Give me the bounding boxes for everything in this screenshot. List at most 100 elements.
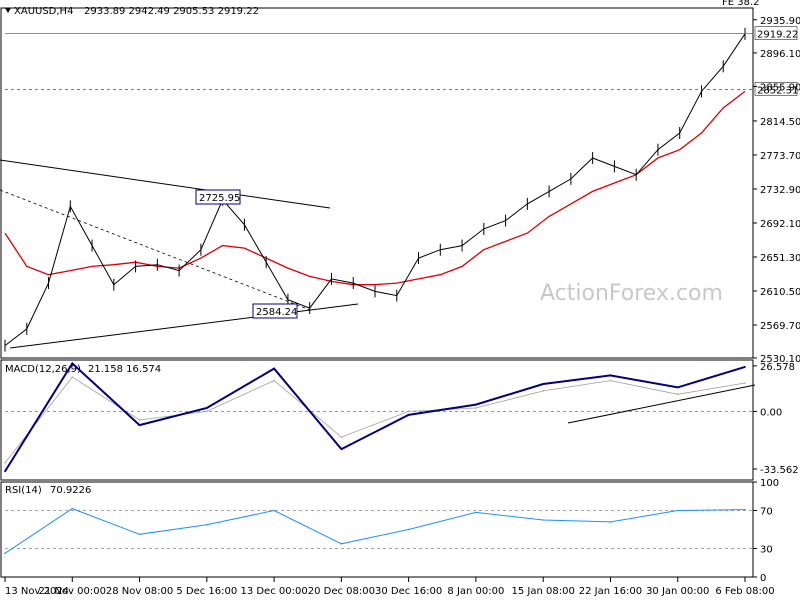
price-axis-label: 2530.10 [760,354,800,365]
chart-header: XAUUSD,H4 2933.89 2942.49 2905.53 2919.2… [5,6,259,17]
current-price-label-text: 2919.22 [757,30,798,41]
rsi-point [407,528,410,531]
macd-signal-line-point [542,390,544,392]
macd-axis-label: -33.562 [760,465,799,476]
corner-label: FE 38.2 [722,0,760,8]
time-axis-label: 8 Jan 00:00 [447,586,504,597]
rsi-axis: 100 70 30 0 [753,478,779,584]
current-price-label: 2919.22 [754,26,798,41]
upper-trendline [0,159,331,209]
rsi-point [71,507,74,510]
price-layer: 2919.22 2852.31 2725.95 2584.24 [0,26,798,352]
price-axis-label: 2732.90 [760,185,800,196]
price-axis-label: 2855.90 [760,82,800,93]
triangle-down-icon[interactable] [5,8,11,13]
macd-line-point [340,448,343,450]
price-axis-label: 2692.10 [760,219,800,230]
price-axis-label: 2651.30 [760,253,800,264]
macd-signal-line-point [340,436,343,438]
watermark: ActionForex.com [540,281,723,306]
rsi-panel [0,481,754,578]
macd-line-point [71,362,74,365]
dashed-trendline [0,189,311,311]
price-axis-label: 2773.70 [760,151,800,162]
macd-axis-label: 0.00 [760,407,782,418]
annotation-high-box [195,189,241,205]
macd-axis-label: 26.578 [760,362,795,373]
macd-line-point [138,424,141,426]
rsi-point [138,533,141,536]
macd-line-point [4,470,6,473]
support-level-label-box [754,82,798,96]
symbol-label: XAUUSD,H4 [14,6,73,17]
macd-signal-line-point [273,379,275,382]
macd-line [4,361,746,472]
macd-layer [4,361,756,473]
macd-signal-line-point [206,410,208,413]
annotation-low-text: 2584.24 [256,307,297,318]
time-axis-label: 13 Dec 00:00 [240,586,307,597]
price-panel [0,7,754,359]
current-price-label-box [754,26,798,40]
annotation-high: 2725.95 [195,189,241,205]
support-level-label-text: 2852.31 [757,85,798,96]
rsi-point [475,511,477,514]
ohlc-values: 2933.89 2942.49 2905.53 2919.22 [84,6,259,17]
rsi-point [340,542,343,545]
rsi-title: RSI(14) [5,485,42,496]
rsi-axis-label: 0 [760,573,766,584]
time-axis-label: 6 Feb 08:00 [715,586,774,597]
rsi-layer [4,507,753,555]
lower-trendline [9,303,359,349]
macd-signal-line-point [676,393,679,396]
annotation-low: 2584.24 [252,303,298,319]
time-axis-label: 30 Dec 16:00 [375,586,442,597]
rsi-axis-label: 100 [760,478,779,489]
time-axis-label: 22 Jan 16:00 [579,586,642,597]
support-level-label: 2852.31 [754,82,798,96]
time-axis-label: 5 Dec 16:00 [176,586,237,597]
macd-signal-line-point [475,407,477,409]
macd-signal-line-point [71,376,74,378]
time-axis-label: 15 Jan 08:00 [512,586,575,597]
rsi-axis-label: 70 [760,507,773,518]
rsi-axis-label: 30 [760,545,773,556]
price-axis-label: 2896.10 [760,49,800,60]
macd-signal-line-point [609,379,612,382]
rsi-point [4,552,6,555]
macd-line-point [407,414,410,416]
price-axis-label: 2814.50 [760,117,800,128]
macd-line-point [475,403,477,406]
macd-trendline [567,384,756,424]
macd-line-point [542,383,544,385]
macd-panel [0,359,754,481]
annotation-low-box [252,303,298,319]
macd-signal-line-point [138,419,141,421]
rsi-header: RSI(14) 70.9226 [5,485,91,496]
annotation-high-text: 2725.95 [199,193,240,204]
macd-line-point [744,366,746,368]
rsi-point [273,509,275,512]
macd-signal-line [4,376,746,464]
time-axis-label: 21 Nov 00:00 [39,586,106,597]
time-axis-label: 28 Nov 08:00 [106,586,173,597]
price-axis-label: 2610.50 [760,287,800,298]
macd-header: MACD(12,26,9) 21.158 16.574 [5,364,161,375]
macd-signal-line-point [4,462,6,464]
macd-line-point [676,386,679,389]
time-axis-label: 30 Jan 00:00 [646,586,709,597]
moving-average-line [4,90,746,286]
price-axis-label: 2935.90 [760,16,800,27]
macd-title: MACD(12,26,9) [5,364,81,375]
price-axis: 2935.90 2896.10 2855.90 2814.50 2773.70 2732.… [753,16,800,365]
price-axis-label: 2569.70 [760,321,800,332]
rsi-value: 70.9226 [50,485,91,496]
time-axis-label: 20 Dec 08:00 [308,586,375,597]
macd-line-point [206,407,208,409]
macd-signal-line-point [407,410,410,413]
time-axis-label: 13 Nov 2024 [5,586,69,597]
macd-signal-line-point [744,382,746,384]
